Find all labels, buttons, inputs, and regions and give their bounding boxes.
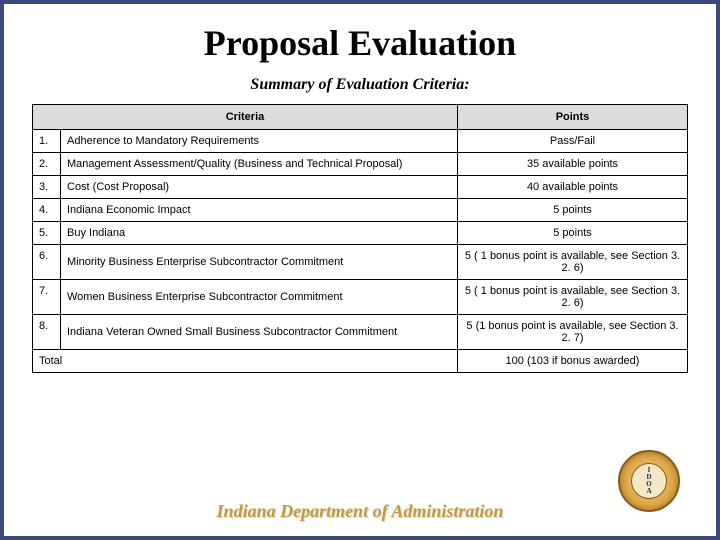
row-num: 7. — [33, 280, 61, 315]
row-num: 6. — [33, 245, 61, 280]
table-row: 4. Indiana Economic Impact 5 points — [33, 199, 688, 222]
row-num: 2. — [33, 153, 61, 176]
row-num: 4. — [33, 199, 61, 222]
page-title: Proposal Evaluation — [32, 22, 688, 64]
table-row: 3. Cost (Cost Proposal) 40 available poi… — [33, 176, 688, 199]
row-criteria: Women Business Enterprise Subcontractor … — [61, 280, 458, 315]
seal-letter: A — [646, 488, 651, 495]
table-row: 1. Adherence to Mandatory Requirements P… — [33, 130, 688, 153]
subtitle: Summary of Evaluation Criteria: — [32, 76, 688, 94]
total-row: Total 100 (103 if bonus awarded) — [33, 350, 688, 373]
table-row: 6. Minority Business Enterprise Subcontr… — [33, 245, 688, 280]
row-points: 5 ( 1 bonus point is available, see Sect… — [458, 280, 688, 315]
row-criteria: Indiana Veteran Owned Small Business Sub… — [61, 315, 458, 350]
row-points: 5 points — [458, 222, 688, 245]
header-criteria: Criteria — [33, 105, 458, 130]
row-points: Pass/Fail — [458, 130, 688, 153]
row-points: 5 ( 1 bonus point is available, see Sect… — [458, 245, 688, 280]
table-row: 2. Management Assessment/Quality (Busine… — [33, 153, 688, 176]
row-criteria: Minority Business Enterprise Subcontract… — [61, 245, 458, 280]
criteria-table: Criteria Points 1. Adherence to Mandator… — [32, 104, 688, 373]
row-points: 40 available points — [458, 176, 688, 199]
row-points: 5 points — [458, 199, 688, 222]
row-criteria: Indiana Economic Impact — [61, 199, 458, 222]
footer-text: Indiana Department of Administration — [4, 501, 716, 522]
row-num: 3. — [33, 176, 61, 199]
total-label: Total — [33, 350, 458, 373]
row-num: 1. — [33, 130, 61, 153]
row-criteria: Cost (Cost Proposal) — [61, 176, 458, 199]
total-points: 100 (103 if bonus awarded) — [458, 350, 688, 373]
row-criteria: Adherence to Mandatory Requirements — [61, 130, 458, 153]
row-num: 5. — [33, 222, 61, 245]
header-points: Points — [458, 105, 688, 130]
table-body: 1. Adherence to Mandatory Requirements P… — [33, 130, 688, 373]
table-row: 5. Buy Indiana 5 points — [33, 222, 688, 245]
row-num: 8. — [33, 315, 61, 350]
row-points: 35 available points — [458, 153, 688, 176]
row-points: 5 (1 bonus point is available, see Secti… — [458, 315, 688, 350]
table-row: 7. Women Business Enterprise Subcontract… — [33, 280, 688, 315]
table-row: 8. Indiana Veteran Owned Small Business … — [33, 315, 688, 350]
row-criteria: Management Assessment/Quality (Business … — [61, 153, 458, 176]
row-criteria: Buy Indiana — [61, 222, 458, 245]
